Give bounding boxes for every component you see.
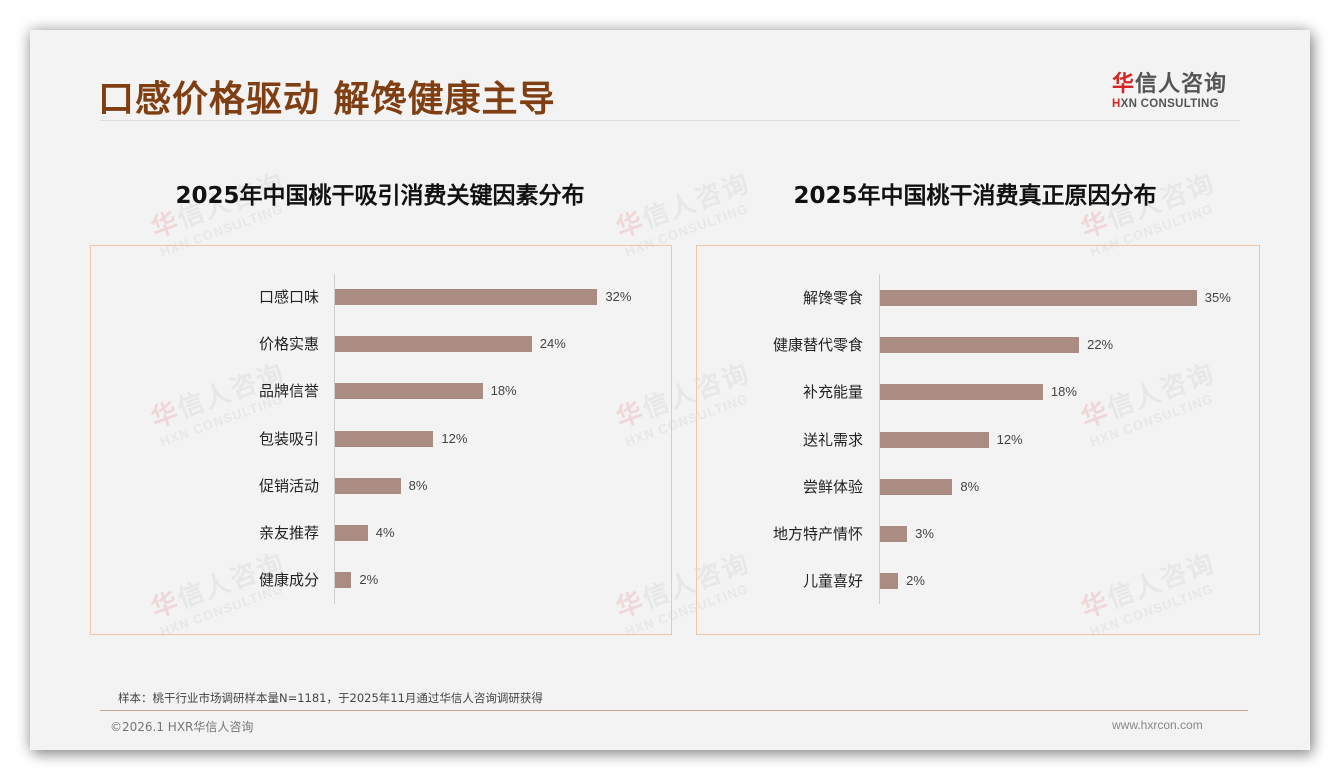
value-label: 8%	[960, 478, 980, 494]
company-logo: 华信人咨询 HXN CONSULTING	[1112, 66, 1242, 110]
bar-row: 补充能量 18%	[697, 383, 1259, 401]
bar	[335, 525, 368, 541]
bar-row: 地方特产情怀 3%	[697, 525, 1259, 543]
bar	[880, 478, 953, 495]
bar-row: 包装吸引 12%	[91, 430, 671, 448]
logo-cn: 华信人咨询	[1112, 66, 1242, 98]
value-label: 4%	[375, 525, 395, 540]
category-label: 促销活动	[258, 476, 319, 495]
logo-cn-red: 华	[1112, 72, 1136, 97]
bar-row: 健康成分 2%	[91, 571, 671, 589]
category-label: 健康替代零食	[772, 336, 863, 355]
value-label: 18%	[490, 383, 517, 399]
bar-row: 口感口味 32%	[91, 288, 671, 306]
category-label: 儿童喜好	[802, 572, 863, 591]
bar	[335, 289, 598, 305]
bar-row: 尝鲜体验 8%	[697, 478, 1259, 496]
watermark-cn-red: 华	[612, 206, 649, 245]
value-label: 3%	[915, 526, 934, 541]
footer-divider	[100, 710, 1248, 711]
slide: 口感价格驱动 解馋健康主导 华信人咨询 HXN CONSULTING 华信人咨询…	[30, 30, 1310, 750]
bar-row: 儿童喜好 2%	[697, 572, 1259, 590]
category-label: 尝鲜体验	[802, 477, 863, 496]
value-label: 32%	[605, 289, 632, 304]
category-label: 包装吸引	[258, 429, 319, 448]
category-label: 价格实惠	[258, 335, 319, 354]
title-divider	[100, 120, 1240, 121]
bar	[880, 573, 899, 590]
bar	[335, 477, 401, 494]
bar	[335, 430, 434, 447]
category-label: 解馋零食	[802, 289, 863, 307]
value-label: 2%	[359, 572, 379, 588]
watermark-cn-red: 华	[1077, 206, 1114, 245]
category-label: 品牌信誉	[258, 382, 319, 401]
logo-en-rest: XN CONSULTING	[1120, 98, 1219, 110]
category-label: 口感口味	[258, 288, 319, 306]
bar	[880, 337, 1080, 354]
value-label: 22%	[1087, 337, 1114, 353]
value-label: 18%	[1050, 384, 1077, 400]
chart-right: 解馋零食 35% 健康替代零食 22% 补充能量 18% 送礼需求 12% 尝鲜体验 8% 地方特产…	[696, 245, 1260, 635]
chart-title-left: 2025年中国桃干吸引消费关键因素分布	[175, 183, 585, 209]
value-label: 12%	[996, 431, 1023, 447]
bar	[880, 290, 1197, 306]
value-label: 24%	[539, 336, 566, 352]
category-label: 健康成分	[258, 571, 319, 590]
bar-row: 品牌信誉 18%	[91, 382, 671, 400]
value-label: 12%	[441, 430, 468, 446]
bar	[880, 526, 908, 542]
category-label: 地方特产情怀	[772, 525, 863, 543]
y-axis-line	[879, 274, 880, 604]
value-label: 2%	[906, 573, 925, 589]
website-link[interactable]: www.hxrcon.com	[1112, 718, 1203, 732]
bar	[335, 336, 532, 353]
category-label: 补充能量	[802, 383, 863, 402]
logo-en-red: H	[1112, 98, 1121, 110]
bar-row: 亲友推荐 4%	[91, 524, 671, 542]
value-label: 8%	[408, 477, 428, 493]
category-label: 送礼需求	[802, 430, 863, 449]
chart-title-right: 2025年中国桃干消费真正原因分布	[793, 183, 1157, 209]
bar	[880, 384, 1043, 401]
sample-note: 样本：桃干行业市场调研样本量N=1181，于2025年11月通过华信人咨询调研获…	[118, 691, 543, 705]
page-title: 口感价格驱动 解馋健康主导	[98, 79, 556, 120]
bar-row: 促销活动 8%	[91, 477, 671, 495]
category-label: 亲友推荐	[258, 524, 319, 542]
bar	[335, 572, 352, 589]
chart-left: 口感口味 32% 价格实惠 24% 品牌信誉 18% 包装吸引 12% 促销活动 8% 亲友推荐 4%…	[90, 245, 672, 635]
y-axis-line	[334, 274, 335, 604]
bar	[880, 431, 989, 448]
bar-row: 价格实惠 24%	[91, 335, 671, 353]
watermark-cn-red: 华	[147, 206, 184, 245]
bar-row: 送礼需求 12%	[697, 431, 1259, 449]
bar-row: 健康替代零食 22%	[697, 336, 1259, 354]
logo-en: HXN CONSULTING	[1112, 98, 1242, 110]
logo-cn-rest: 信人咨询	[1135, 72, 1228, 97]
copyright: ©2026.1 HXR华信人咨询	[110, 720, 254, 734]
bar-row: 解馋零食 35%	[697, 289, 1259, 307]
bar	[335, 383, 483, 400]
value-label: 35%	[1204, 290, 1231, 305]
